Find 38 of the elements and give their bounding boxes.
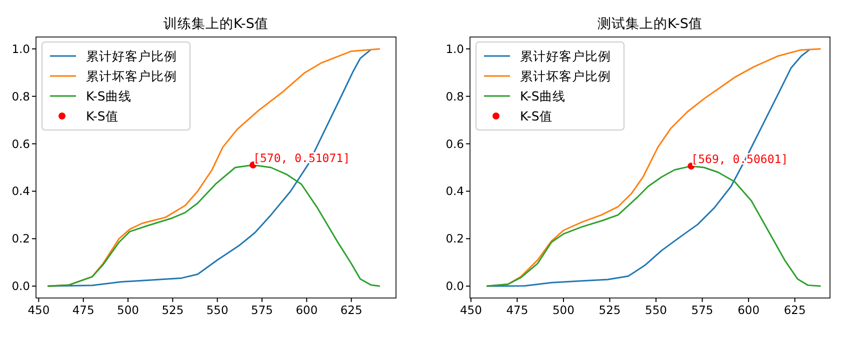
x-tick-label: 450 bbox=[460, 303, 482, 317]
legend-label: K-S值 bbox=[520, 108, 552, 124]
y-tick-label: 0.8 bbox=[446, 89, 464, 104]
x-tick-label: 625 bbox=[340, 303, 362, 317]
legend-label: K-S值 bbox=[86, 108, 118, 124]
y-tick-label: 0.6 bbox=[12, 136, 30, 151]
y-tick-label: 0.4 bbox=[12, 184, 30, 198]
x-tick-label: 500 bbox=[117, 303, 139, 317]
y-tick-label: 1.0 bbox=[12, 42, 30, 56]
x-tick-label: 475 bbox=[72, 303, 94, 317]
chart-title: 测试集上的K-S值 bbox=[598, 16, 702, 32]
x-tick-label: 600 bbox=[738, 303, 760, 317]
x-tick-label: 625 bbox=[784, 303, 806, 317]
y-tick-label: 0.6 bbox=[446, 136, 464, 151]
y-tick-label: 0.0 bbox=[446, 279, 464, 294]
x-tick-label: 450 bbox=[28, 303, 50, 317]
legend-label: K-S曲线 bbox=[86, 88, 132, 104]
y-tick-label: 1.0 bbox=[446, 42, 464, 56]
chart-title: 训练集上的K-S值 bbox=[164, 16, 268, 32]
x-tick-label: 550 bbox=[645, 303, 667, 317]
y-tick-label: 0.2 bbox=[446, 232, 464, 246]
x-tick-label: 600 bbox=[296, 303, 318, 317]
y-tick-label: 0.0 bbox=[12, 279, 30, 294]
legend-label: K-S曲线 bbox=[520, 88, 566, 104]
y-tick-label: 0.4 bbox=[446, 184, 464, 198]
legend-label: 累计坏客户比例 bbox=[520, 68, 611, 84]
legend-label: 累计坏客户比例 bbox=[86, 68, 177, 84]
y-tick-label: 0.2 bbox=[12, 232, 30, 246]
x-tick-label: 525 bbox=[598, 303, 621, 317]
legend-label: 累计好客户比例 bbox=[520, 48, 611, 64]
x-tick-label: 475 bbox=[506, 303, 528, 317]
x-tick-label: 575 bbox=[251, 303, 273, 317]
y-tick-label: 0.8 bbox=[12, 89, 30, 104]
x-tick-label: 575 bbox=[691, 303, 714, 317]
legend-label: 累计好客户比例 bbox=[86, 48, 177, 64]
x-tick-label: 500 bbox=[552, 303, 574, 317]
x-tick-label: 550 bbox=[206, 303, 228, 317]
x-tick-label: 525 bbox=[162, 303, 184, 317]
